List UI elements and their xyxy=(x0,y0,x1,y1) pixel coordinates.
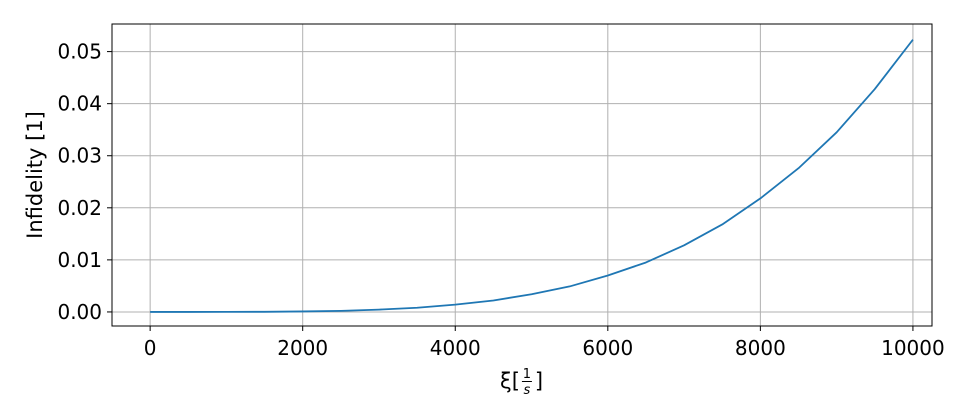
y-tick-label: 0.03 xyxy=(57,144,102,168)
x-tick-label: 4000 xyxy=(430,336,481,360)
x-axis-label-denominator: s xyxy=(524,383,531,398)
x-axis: 0 2000 4000 6000 8000 10000 xyxy=(144,326,945,360)
y-tick-label: 0.01 xyxy=(57,248,102,272)
data-point xyxy=(874,88,876,90)
x-tick-label: 2000 xyxy=(277,336,328,360)
y-tick-label: 0.05 xyxy=(57,40,102,64)
series-layer xyxy=(149,39,914,313)
x-axis-label-symbol: ξ xyxy=(500,369,512,393)
data-point xyxy=(531,293,533,295)
data-point xyxy=(798,167,800,169)
y-axis: 0.00 0.01 0.02 0.03 0.04 0.05 xyxy=(57,40,112,324)
data-point xyxy=(836,132,838,134)
data-point xyxy=(149,311,151,313)
series-line xyxy=(150,39,914,313)
svg-text:ξ[: ξ[ xyxy=(500,369,520,393)
y-tick-label: 0.04 xyxy=(57,92,102,116)
data-point xyxy=(416,307,418,309)
x-axis-label: ξ[ 1 s ] xyxy=(500,367,543,398)
data-point xyxy=(760,198,762,200)
data-point xyxy=(226,311,228,313)
y-tick-label: 0.00 xyxy=(57,300,102,324)
data-point xyxy=(721,224,723,226)
data-point xyxy=(340,310,342,312)
data-point xyxy=(187,311,189,313)
y-axis-label: Infidelity [1] xyxy=(23,111,47,239)
y-tick-label: 0.02 xyxy=(57,196,102,220)
data-point xyxy=(912,39,914,41)
data-point xyxy=(607,275,609,277)
x-tick-label: 0 xyxy=(144,336,157,360)
data-point xyxy=(264,311,266,313)
data-point xyxy=(493,300,495,302)
x-tick-label: 10000 xyxy=(881,336,945,360)
grid-lines xyxy=(112,24,932,326)
data-point xyxy=(683,244,685,246)
x-axis-label-open-bracket: [ xyxy=(512,369,520,393)
x-tick-label: 6000 xyxy=(582,336,633,360)
data-point xyxy=(569,286,571,288)
data-point xyxy=(302,311,304,313)
data-point xyxy=(454,304,456,306)
x-tick-label: 8000 xyxy=(735,336,786,360)
x-axis-label-close-bracket: ] xyxy=(535,369,543,393)
data-point xyxy=(378,309,380,311)
plot-frame xyxy=(111,23,933,327)
x-axis-label-numerator: 1 xyxy=(523,367,531,382)
data-point xyxy=(645,262,647,264)
